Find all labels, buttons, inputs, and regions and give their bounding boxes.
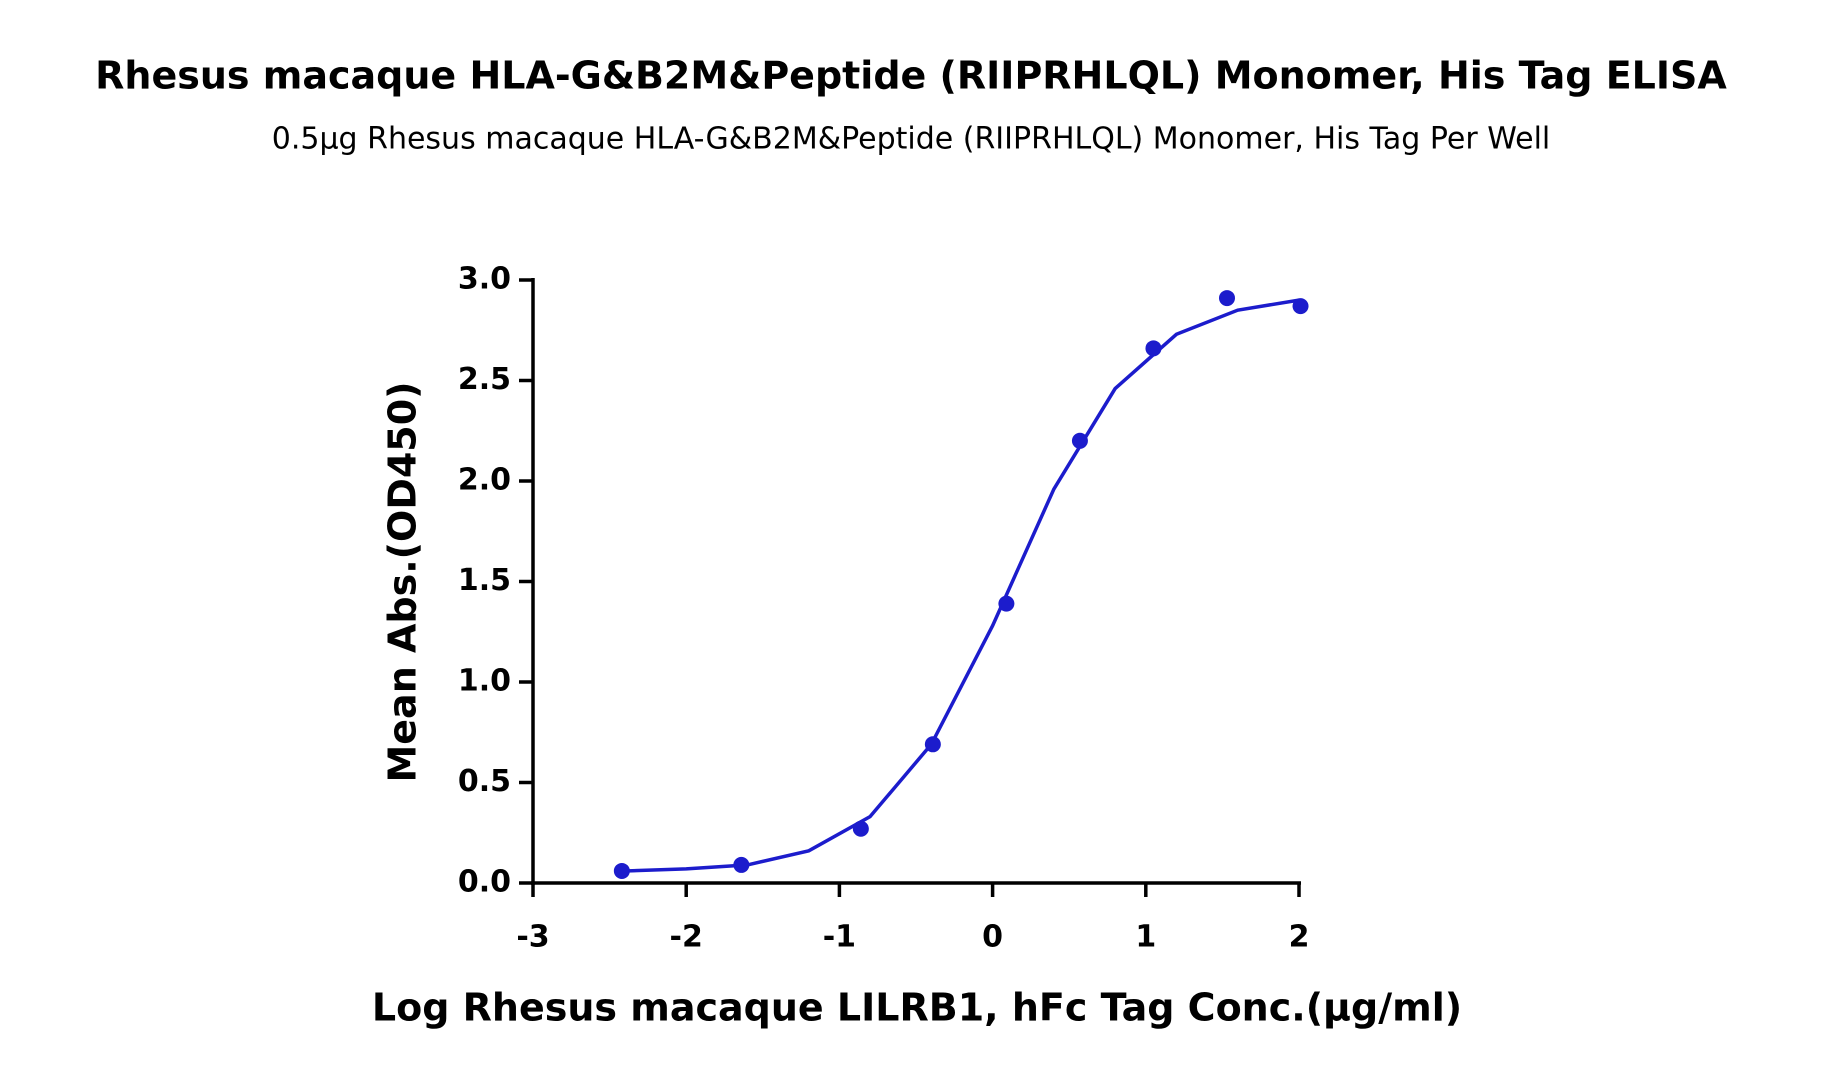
chart-title: Rhesus macaque HLA-G&B2M&Peptide (RIIPRH… [95,54,1727,98]
x-tick-label: 0 [982,920,1003,955]
y-tick-label: 2.5 [458,362,511,397]
data-point [924,736,941,753]
y-tick-label: 1.0 [458,664,511,699]
data-point [733,856,750,873]
x-axis-label: Log Rhesus macaque LILRB1, hFc Tag Conc.… [372,986,1462,1030]
y-tick-label: 3.0 [458,262,511,297]
x-tick-label: -1 [823,920,856,955]
x-tick-label: -2 [670,920,703,955]
data-point [998,595,1015,612]
data-point [1071,432,1088,449]
data-point [1292,298,1309,315]
y-tick-label: 1.5 [458,563,511,598]
x-tick-label: -3 [516,920,549,955]
y-tick-label: 0.5 [458,764,511,799]
chart-subtitle: 0.5μg Rhesus macaque HLA-G&B2M&Peptide (… [272,122,1551,157]
x-tick-label: 1 [1135,920,1156,955]
y-tick-label: 2.0 [458,463,511,498]
data-point [852,820,869,837]
y-tick-label: 0.0 [458,865,511,900]
x-tick-label: 2 [1289,920,1310,955]
fit-curve [624,298,1300,873]
y-axis-label: Mean Abs.(OD450) [381,381,425,782]
data-point [1218,290,1235,307]
data-point [613,862,630,879]
data-point [1145,340,1162,357]
